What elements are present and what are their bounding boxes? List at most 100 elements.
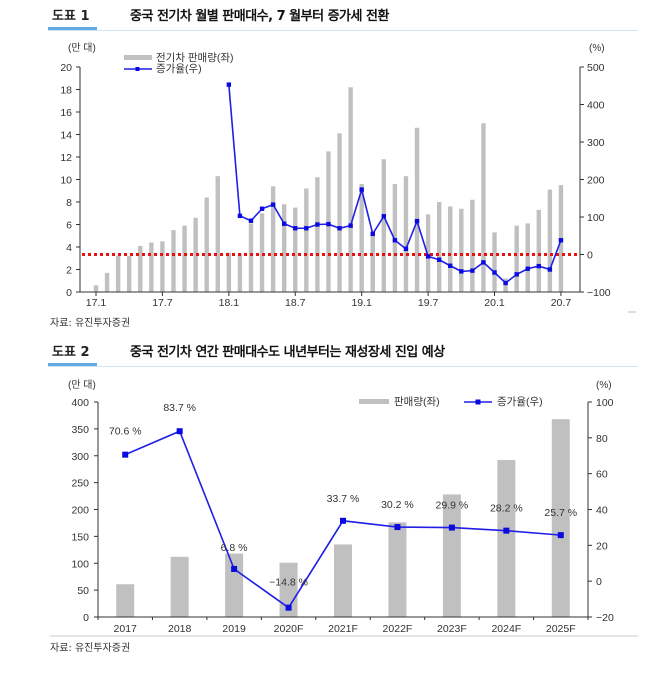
x-tick-label: 2023F xyxy=(437,623,467,635)
bar xyxy=(381,159,387,292)
bar xyxy=(104,272,110,292)
axes: 0 50 100 150 200 250 300 350 400 −20 0 20 40 60 80 100 2… xyxy=(50,397,638,637)
bar-series xyxy=(93,87,564,292)
legend-bar-swatch xyxy=(124,55,152,60)
bar xyxy=(551,419,570,617)
data-point-marker xyxy=(359,187,364,192)
bar xyxy=(497,460,516,617)
y2-tick-label: 100 xyxy=(596,397,614,409)
y2-tick-label: 200 xyxy=(587,175,605,187)
data-point-marker xyxy=(337,226,342,231)
x-tick-label: 17.7 xyxy=(152,297,173,309)
y2-tick-label: 20 xyxy=(596,540,608,552)
x-tick-label: 20.1 xyxy=(484,297,505,309)
figure1-label: 도표 1 xyxy=(48,8,97,30)
data-labels: 70.6 % 83.7 % 6.8 % −14.8 % 33.7 % 30.2 % 29.9… xyxy=(109,402,577,588)
bar xyxy=(204,197,209,292)
data-point-marker xyxy=(231,565,238,572)
legend-line-marker-icon xyxy=(135,67,140,71)
bar xyxy=(270,186,276,292)
x-tick-label: 2019 xyxy=(222,623,246,635)
y-tick-label: 250 xyxy=(71,478,89,490)
data-point-marker xyxy=(503,527,510,534)
data-point-marker xyxy=(392,238,398,243)
data-point-marker xyxy=(459,269,464,274)
data-point-marker xyxy=(525,266,530,271)
bar xyxy=(334,544,352,617)
data-point-marker xyxy=(470,268,475,273)
bar xyxy=(436,202,442,292)
data-point-marker xyxy=(481,260,486,265)
bar xyxy=(348,87,353,292)
bar xyxy=(293,207,298,292)
line-series xyxy=(122,428,564,611)
bar xyxy=(547,189,553,292)
bar xyxy=(160,241,165,292)
bar xyxy=(536,209,541,292)
left-axis-unit: (만 대) xyxy=(68,379,96,391)
legend-bar-label: 전기차 판매량(좌) xyxy=(156,52,234,64)
x-tick-label: 18.7 xyxy=(285,297,306,309)
y-tick-label: 350 xyxy=(71,424,89,436)
y-tick-label: 2 xyxy=(66,265,72,277)
bar xyxy=(503,278,508,292)
annual-sales-chart: (만 대) (%) 0 50 100 150 200 250 300 350 400 −20 0 20… xyxy=(50,379,638,637)
bar xyxy=(127,256,132,292)
y-tick-label: 14 xyxy=(60,130,72,142)
data-point-marker xyxy=(304,226,309,231)
data-point-marker xyxy=(448,524,455,531)
y2-tick-label: 300 xyxy=(587,137,605,149)
legend: 전기차 판매량(좌) 증가율(우) xyxy=(124,52,234,75)
bar xyxy=(171,230,176,292)
data-point-marker xyxy=(414,218,420,224)
x-tick-label: 17.1 xyxy=(86,297,107,309)
data-point-marker xyxy=(237,213,243,219)
data-label: 70.6 % xyxy=(109,426,142,438)
bar xyxy=(525,223,530,292)
data-point-marker xyxy=(381,214,387,219)
y2-tick-label: 40 xyxy=(596,505,608,517)
legend-line-label: 증가율(우) xyxy=(497,396,543,408)
bar xyxy=(248,223,254,292)
y2-tick-label: −20 xyxy=(596,612,614,624)
bar xyxy=(481,123,486,292)
y-tick-label: 4 xyxy=(66,242,72,254)
right-axis-unit: (%) xyxy=(596,380,612,391)
y-tick-label: 400 xyxy=(71,397,89,409)
y-tick-label: 300 xyxy=(71,451,89,463)
bar xyxy=(237,253,243,292)
left-axis-unit: (만 대) xyxy=(68,42,96,54)
bar xyxy=(359,184,364,292)
bar xyxy=(170,556,189,617)
y2-tick-label: 80 xyxy=(596,433,608,445)
figure2-source: 자료: 유진투자증권 xyxy=(50,643,131,654)
bar xyxy=(425,214,431,292)
bar xyxy=(414,127,420,292)
data-label: 33.7 % xyxy=(327,493,360,505)
data-point-marker xyxy=(370,231,375,237)
bar xyxy=(315,177,320,292)
bar xyxy=(115,256,121,292)
legend-bar-swatch xyxy=(359,399,389,404)
y-tick-label: 8 xyxy=(66,197,72,209)
figure1-header: 도표 1 중국 전기차 월별 판매대수, 7 월부터 증가세 전환 xyxy=(48,8,638,31)
data-point-marker xyxy=(348,223,353,228)
y-tick-label: 12 xyxy=(60,152,72,164)
line-series xyxy=(226,82,564,286)
data-point-marker xyxy=(425,254,431,259)
y-tick-label: 100 xyxy=(71,558,89,570)
axes: 0 2 4 6 8 10 12 14 16 18 20 −100 0 100 200 300 400 500 17.… xyxy=(60,62,636,313)
y2-tick-label: 60 xyxy=(596,469,608,481)
x-tick-label: 2017 xyxy=(114,623,138,635)
bar xyxy=(138,245,143,292)
bar xyxy=(182,225,187,292)
x-tick-label: 20.7 xyxy=(551,297,572,309)
data-point-marker xyxy=(514,272,519,277)
figure2-label: 도표 2 xyxy=(48,344,97,366)
bar xyxy=(215,176,220,292)
x-tick-label: 2018 xyxy=(168,623,192,635)
data-point-marker xyxy=(503,280,508,286)
x-tick-label: 19.1 xyxy=(351,297,372,309)
bar xyxy=(304,188,309,292)
bar xyxy=(337,133,342,292)
